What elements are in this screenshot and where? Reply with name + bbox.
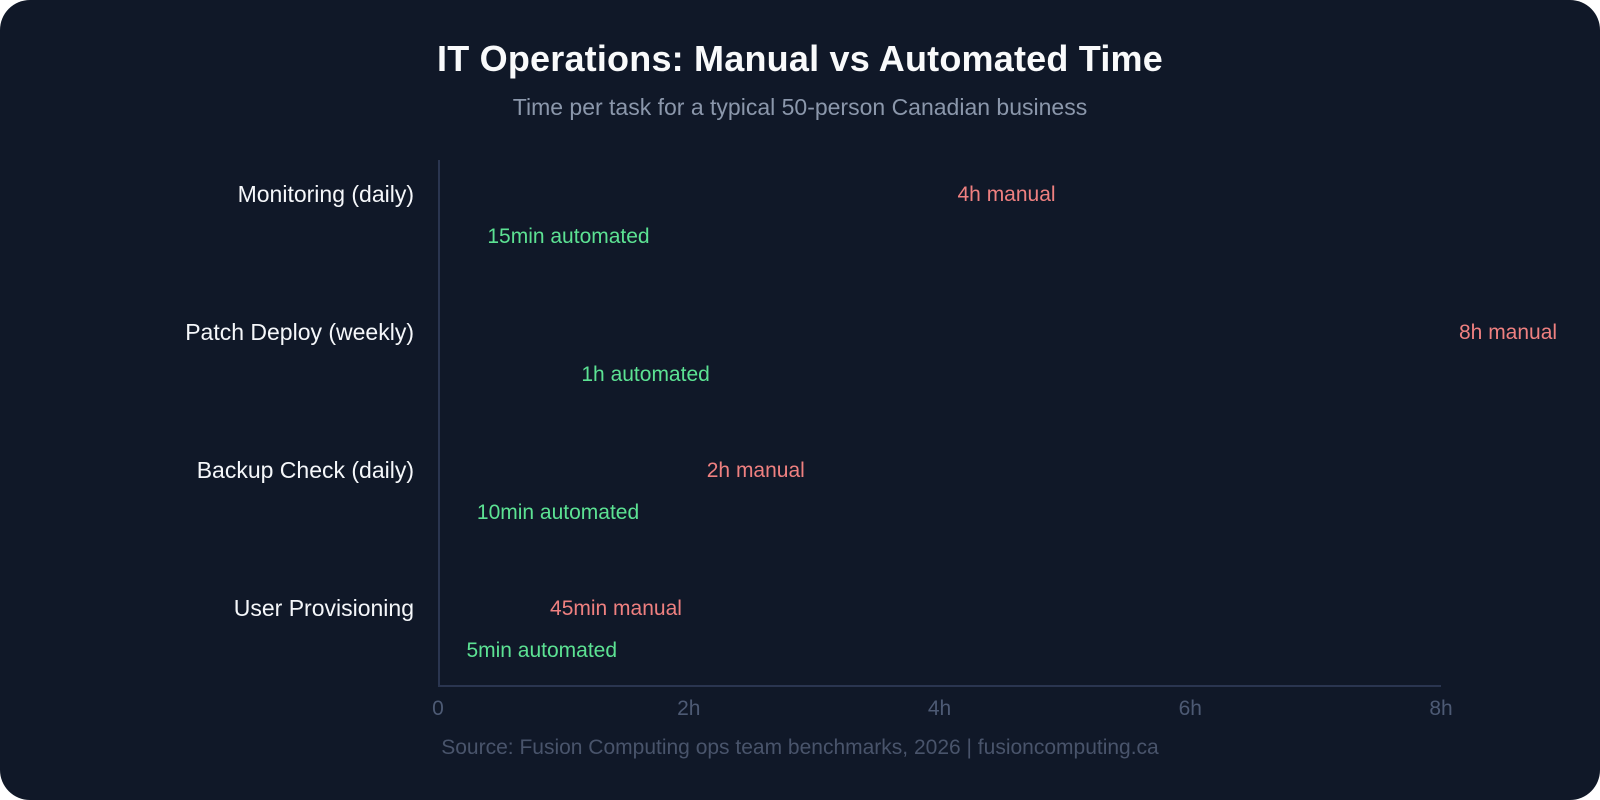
bar-track: 4h manual: [438, 183, 1441, 207]
manual-row: User Provisioning 45min manual: [0, 591, 1600, 626]
bar-group: Backup Check (daily) 2h manual 10min autom…: [0, 453, 1600, 529]
automated-value-label: 15min automated: [487, 224, 650, 248]
x-tick: 8h: [1429, 697, 1453, 720]
category-label: User Provisioning: [233, 595, 414, 621]
automated-row: 1h automated: [0, 358, 1600, 391]
automated-value-label: 10min automated: [476, 500, 640, 524]
chart-title: IT Operations: Manual vs Automated Time: [437, 38, 1163, 79]
category-label: Monitoring (daily): [237, 181, 414, 207]
automated-row: 10min automated: [0, 496, 1600, 529]
manual-value-label: 8h manual: [1459, 320, 1558, 344]
manual-value-label: 2h manual: [706, 458, 805, 482]
bar-track: 10min automated: [438, 501, 1441, 525]
x-tick: 6h: [1178, 697, 1202, 720]
x-tick: 2h: [677, 697, 701, 720]
manual-value-label: 45min manual: [550, 596, 682, 620]
bar-track: 45min manual: [438, 597, 1441, 621]
manual-row: Monitoring (daily) 4h manual: [0, 177, 1600, 212]
bar-group: User Provisioning 45min manual 5min automa…: [0, 591, 1600, 667]
x-axis-line: [438, 685, 1441, 687]
bar-track: 2h manual: [438, 459, 1441, 483]
bar-track: 5min automated: [438, 639, 1441, 663]
automated-value-label: 1h automated: [581, 362, 710, 386]
bar-track: 15min automated: [438, 225, 1441, 249]
x-axis-ticks: 0 2h 4h 6h 8h: [432, 697, 1453, 723]
chart-subtitle: Time per task for a typical 50-person Ca…: [512, 94, 1088, 120]
y-axis-line: [438, 160, 440, 687]
bar-groups: Monitoring (daily) 4h manual 15min automat…: [0, 177, 1600, 667]
category-label: Backup Check (daily): [196, 457, 414, 483]
category-label: Patch Deploy (weekly): [185, 319, 414, 345]
plot-area: Monitoring (daily) 4h manual 15min automat…: [0, 160, 1600, 687]
source-text: Source: Fusion Computing ops team benchm…: [441, 736, 1159, 759]
bar-group: Monitoring (daily) 4h manual 15min automat…: [0, 177, 1600, 253]
automated-value-label: 5min automated: [466, 638, 618, 662]
manual-row: Patch Deploy (weekly) 8h manual: [0, 315, 1600, 350]
bar-group: Patch Deploy (weekly) 8h manual 1h automat…: [0, 315, 1600, 391]
x-tick: 0: [432, 697, 444, 720]
bar-track: 8h manual: [438, 321, 1557, 345]
automated-row: 5min automated: [0, 634, 1600, 667]
automated-row: 15min automated: [0, 220, 1600, 253]
bar-track: 1h automated: [438, 363, 1441, 387]
x-tick: 4h: [927, 697, 952, 720]
manual-value-label: 4h manual: [957, 182, 1056, 206]
manual-row: Backup Check (daily) 2h manual: [0, 453, 1600, 488]
